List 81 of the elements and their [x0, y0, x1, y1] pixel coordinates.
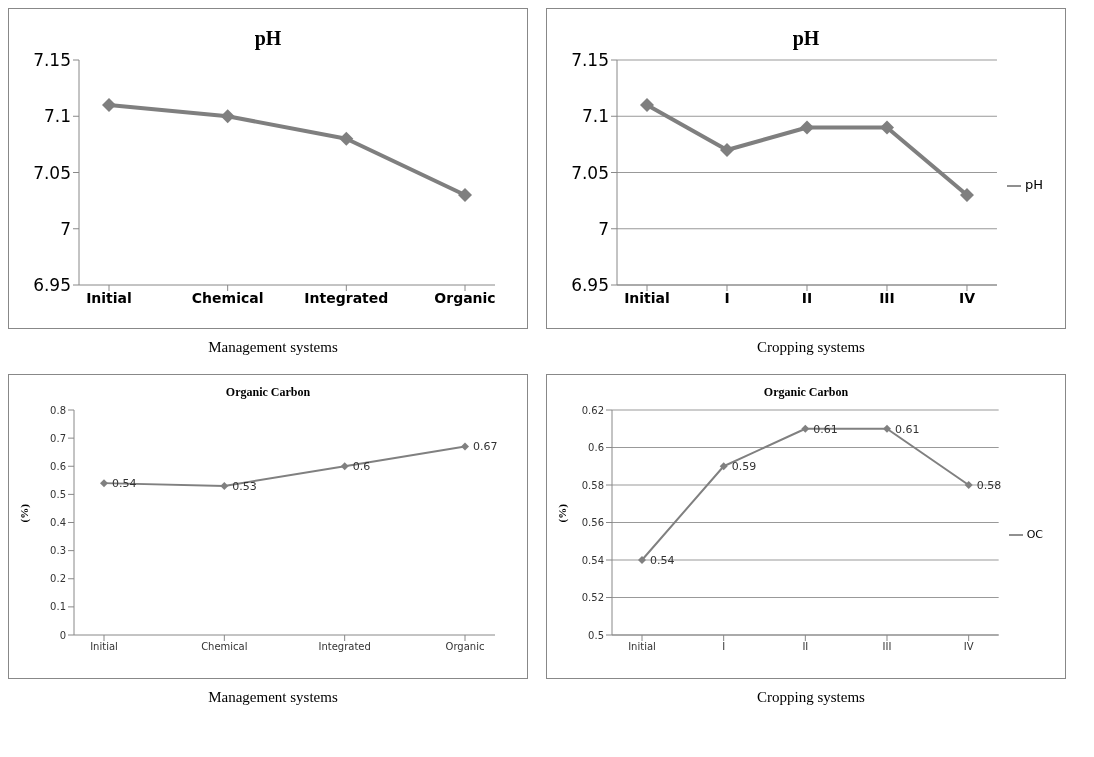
y-tick-label: 7	[60, 218, 71, 239]
x-axis-title: Cropping systems	[756, 689, 866, 706]
y-axis-title: (%)	[17, 503, 31, 523]
x-tick-label: Initial	[90, 641, 118, 653]
y-tick-label: 7.1	[581, 106, 609, 127]
x-tick-label: I	[724, 289, 730, 306]
y-tick-label: 6.95	[33, 275, 71, 296]
point	[640, 98, 654, 112]
y-tick-label: 0.62	[581, 404, 604, 416]
y-tick-label: 0.3	[50, 545, 66, 557]
point	[719, 462, 728, 471]
y-axis-title: (%)	[555, 503, 569, 523]
point	[801, 424, 810, 433]
y-tick-label: 7.15	[33, 50, 71, 71]
point	[340, 462, 349, 471]
y-tick-label: 0.4	[50, 517, 66, 529]
point	[638, 556, 646, 564]
x-tick-label: III	[879, 289, 895, 306]
point	[100, 479, 108, 488]
y-tick-label: 0.6	[588, 442, 604, 454]
y-tick-label: 7.15	[571, 50, 609, 71]
chart-title: pH	[253, 27, 283, 50]
chart-title: Organic Carbon	[224, 385, 312, 400]
x-tick-label: Organic	[434, 289, 496, 306]
point	[461, 442, 469, 451]
point	[882, 424, 891, 433]
x-axis-title: Cropping systems	[756, 339, 866, 356]
x-tick-label: I	[722, 641, 726, 653]
x-tick-label: II	[802, 641, 809, 653]
legend-label: OC	[1026, 528, 1043, 541]
x-tick-label: Initial	[624, 289, 670, 306]
y-tick-label: 0.5	[588, 629, 604, 641]
x-tick-label: Chemical	[191, 289, 264, 306]
point	[220, 109, 235, 124]
point	[959, 188, 974, 202]
x-tick-label: IV	[963, 641, 974, 653]
y-tick-label: 0.58	[581, 479, 604, 491]
y-tick-label: 0.54	[581, 554, 604, 566]
y-tick-label: 7	[598, 218, 609, 239]
point	[458, 188, 472, 202]
x-tick-label: Organic	[445, 641, 485, 653]
y-tick-label: 7.05	[571, 162, 609, 183]
legend-label: pH	[1024, 177, 1043, 193]
chart-title: pH	[791, 27, 821, 50]
point	[220, 481, 229, 490]
x-axis-title: Management systems	[207, 339, 339, 356]
x-tick-label: Initial	[628, 641, 656, 653]
y-tick-label: 0	[59, 629, 66, 641]
data-label: 0.58	[976, 478, 1002, 492]
y-tick-label: 7.1	[43, 106, 71, 127]
x-axis-title: Management systems	[207, 689, 339, 706]
y-tick-label: 0.56	[581, 517, 604, 529]
x-tick-label: III	[882, 641, 892, 653]
y-tick-label: 0.52	[581, 592, 604, 604]
data-label: 0.53	[232, 479, 257, 493]
x-tick-label: Chemical	[201, 641, 248, 653]
point	[799, 120, 814, 135]
point	[879, 120, 894, 135]
y-tick-label: 0.8	[50, 404, 66, 416]
y-tick-label: 0.2	[50, 573, 66, 585]
y-tick-label: 7.05	[33, 162, 71, 183]
point	[339, 131, 354, 146]
x-tick-label: IV	[958, 289, 976, 306]
data-label: 0.6	[352, 460, 371, 474]
data-label: 0.54	[650, 553, 675, 567]
y-tick-label: 0.5	[50, 488, 66, 500]
x-tick-label: Initial	[86, 289, 132, 306]
y-tick-label: 0.6	[50, 460, 66, 472]
point	[964, 481, 973, 489]
data-label: 0.67	[473, 440, 498, 454]
x-tick-label: Integrated	[318, 641, 371, 653]
x-tick-label: Integrated	[304, 289, 389, 306]
point	[719, 143, 734, 157]
data-label: 0.61	[894, 422, 920, 436]
chart-title: Organic Carbon	[762, 385, 850, 400]
data-label: 0.59	[731, 460, 757, 474]
x-tick-label: II	[801, 289, 813, 306]
point	[102, 98, 116, 112]
y-tick-label: 0.1	[50, 601, 66, 613]
y-tick-label: 6.95	[571, 275, 609, 296]
y-tick-label: 0.7	[50, 432, 66, 444]
